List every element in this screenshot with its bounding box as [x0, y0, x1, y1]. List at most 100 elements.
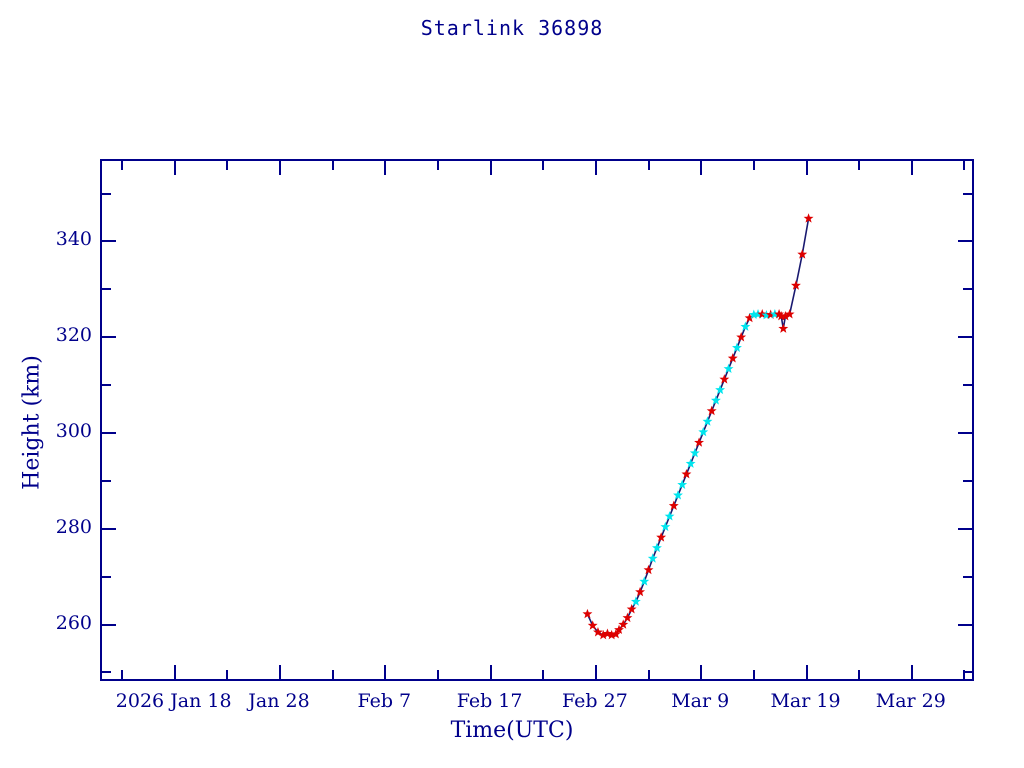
data-point-marker	[778, 323, 789, 333]
data-point-marker	[618, 619, 629, 629]
data-point-marker	[803, 213, 814, 223]
data-point-marker	[639, 576, 650, 586]
data-point-marker	[689, 447, 700, 458]
x-major-tick-top	[911, 161, 913, 175]
x-minor-tick-top	[963, 161, 965, 170]
data-line	[586, 218, 810, 636]
x-minor-tick	[226, 670, 228, 679]
x-major-tick	[595, 665, 597, 679]
x-tick-label: Feb 27	[562, 690, 628, 712]
y-major-tick	[102, 624, 116, 626]
y-minor-tick-right	[963, 288, 972, 290]
data-point-marker	[626, 604, 637, 614]
data-point-marker	[643, 564, 654, 575]
x-minor-tick	[648, 670, 650, 679]
y-minor-tick-right	[963, 193, 972, 195]
data-point-marker	[715, 384, 726, 395]
data-point-marker	[780, 310, 791, 321]
y-minor-tick	[102, 480, 111, 482]
y-minor-tick	[102, 384, 111, 386]
page-title: Starlink 36898	[420, 16, 604, 40]
data-point-marker	[651, 542, 662, 553]
data-point-marker	[582, 608, 593, 619]
data-point-marker	[606, 629, 617, 640]
x-minor-tick	[332, 670, 334, 679]
x-tick-label: 2026 Jan 18	[115, 690, 232, 712]
x-major-tick-top	[595, 161, 597, 175]
data-point-marker	[630, 596, 641, 606]
data-point-marker	[656, 532, 667, 542]
data-point-marker	[769, 309, 780, 319]
data-point-marker	[790, 280, 801, 290]
data-point-marker	[761, 310, 772, 320]
y-tick-label: 260	[55, 611, 92, 634]
y-minor-tick-right	[963, 480, 972, 482]
data-point-marker	[776, 310, 787, 321]
data-point-marker	[622, 612, 633, 623]
y-tick-label: 340	[55, 228, 92, 251]
x-minor-tick-top	[226, 161, 228, 170]
x-minor-tick	[437, 670, 439, 679]
data-point-marker	[673, 490, 683, 500]
plot-frame	[100, 159, 974, 681]
x-tick-label: Feb 17	[456, 690, 523, 712]
data-point-marker	[664, 511, 675, 521]
data-point-marker	[647, 553, 658, 563]
data-point-marker	[710, 395, 721, 405]
x-major-tick	[490, 665, 492, 679]
plot-canvas	[582, 213, 814, 640]
data-point-marker	[740, 321, 751, 331]
x-major-tick	[700, 665, 702, 679]
x-major-tick-top	[279, 161, 281, 175]
x-major-tick-top	[700, 161, 702, 175]
data-point-marker	[681, 469, 692, 479]
x-minor-tick-top	[121, 161, 123, 170]
data-point-marker	[610, 628, 621, 639]
y-major-tick-right	[958, 624, 972, 626]
data-point-marker	[602, 628, 613, 638]
x-minor-tick	[121, 670, 123, 679]
data-point-marker	[593, 627, 603, 637]
y-major-tick-right	[958, 240, 972, 242]
data-point-marker	[635, 586, 646, 597]
x-minor-tick-top	[753, 161, 755, 170]
y-major-tick-right	[958, 432, 972, 434]
data-point-marker	[753, 309, 763, 319]
x-minor-tick-top	[542, 161, 544, 170]
data-point-marker	[668, 500, 679, 511]
x-tick-label: Mar 29	[875, 690, 946, 712]
data-point-marker	[598, 629, 609, 640]
x-major-tick-top	[384, 161, 386, 175]
y-major-tick-right	[958, 528, 972, 530]
y-minor-tick-right	[963, 576, 972, 578]
data-point-marker	[744, 312, 755, 323]
y-minor-tick-right	[963, 384, 972, 386]
y-minor-tick	[102, 671, 111, 673]
x-minor-tick-top	[437, 161, 439, 170]
data-point-marker	[748, 309, 759, 319]
data-point-marker	[614, 624, 624, 635]
y-tick-label: 280	[55, 515, 92, 538]
x-major-tick	[279, 665, 281, 679]
x-major-tick	[806, 665, 808, 679]
data-point-marker	[698, 426, 709, 437]
data-point-marker	[677, 479, 688, 489]
x-minor-tick	[858, 670, 860, 679]
data-point-marker	[719, 374, 730, 384]
data-point-marker	[774, 309, 785, 319]
y-major-tick	[102, 240, 116, 242]
y-major-tick-right	[958, 336, 972, 338]
data-point-marker	[797, 249, 808, 259]
y-minor-tick	[102, 288, 111, 290]
x-major-tick-top	[490, 161, 492, 175]
data-point-marker	[685, 458, 696, 468]
data-point-marker	[706, 405, 717, 416]
x-axis-title: Time(UTC)	[450, 718, 574, 743]
x-minor-tick-top	[332, 161, 334, 170]
x-major-tick-top	[174, 161, 176, 175]
data-point-marker	[702, 416, 713, 426]
y-major-tick	[102, 336, 116, 338]
x-tick-label: Mar 9	[671, 690, 730, 712]
x-major-tick	[174, 665, 176, 679]
